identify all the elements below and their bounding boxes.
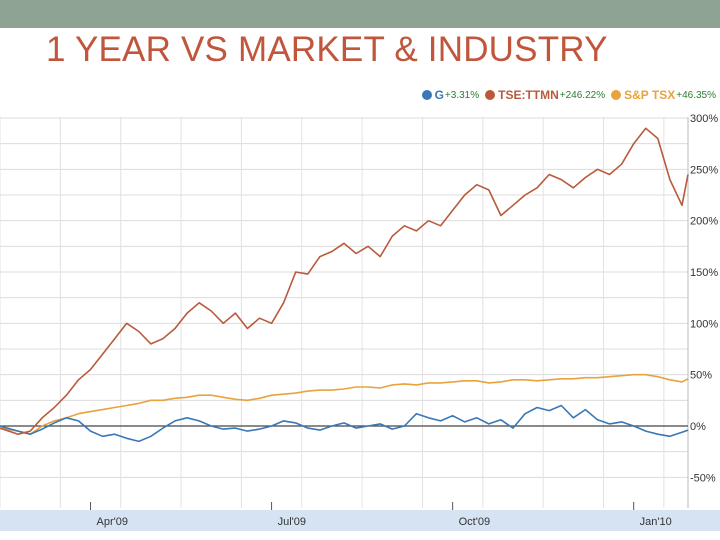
legend-item-tsx[interactable]: S&P TSX +46.35% <box>611 88 716 102</box>
legend-name-tsx: S&P TSX <box>624 88 676 102</box>
legend-name-ttmn: TSE:TTMN <box>498 88 559 102</box>
series-line-tsx <box>0 373 689 435</box>
legend-change-ttmn: +246.22% <box>559 89 606 101</box>
y-tick-label: 300% <box>690 113 718 125</box>
x-tick-label: Apr'09 <box>97 516 128 528</box>
y-tick-label: -50% <box>690 472 716 484</box>
y-tick-label: 200% <box>690 216 718 228</box>
x-tick-label: Oct'09 <box>459 516 490 528</box>
legend-item-g[interactable]: G +3.31% <box>421 88 480 102</box>
x-tick-label: Jan'10 <box>640 516 672 528</box>
chart-legend: G +3.31% TSE:TTMN +246.22% S&P TSX +46.3… <box>421 88 716 102</box>
legend-change-g: +3.31% <box>444 89 480 101</box>
legend-name-g: G <box>434 88 444 102</box>
series-line-ttmn <box>0 127 689 435</box>
y-tick-label: 100% <box>690 318 718 330</box>
legend-item-ttmn[interactable]: TSE:TTMN +246.22% <box>485 88 605 102</box>
x-tick-label: Jul'09 <box>278 516 306 528</box>
page-title: 1 YEAR VS MARKET & INDUSTRY <box>46 30 608 69</box>
x-axis-band <box>0 510 720 531</box>
legend-dot-tsx <box>611 90 622 100</box>
series-line-g <box>0 404 689 443</box>
header-band <box>0 0 720 28</box>
y-tick-label: 250% <box>690 164 718 176</box>
legend-dot-ttmn <box>485 90 496 100</box>
y-tick-label: 150% <box>690 267 718 279</box>
legend-dot-g <box>421 90 432 100</box>
legend-change-tsx: +46.35% <box>676 89 716 101</box>
y-tick-label: 50% <box>690 370 712 382</box>
y-tick-label: 0% <box>690 421 706 433</box>
